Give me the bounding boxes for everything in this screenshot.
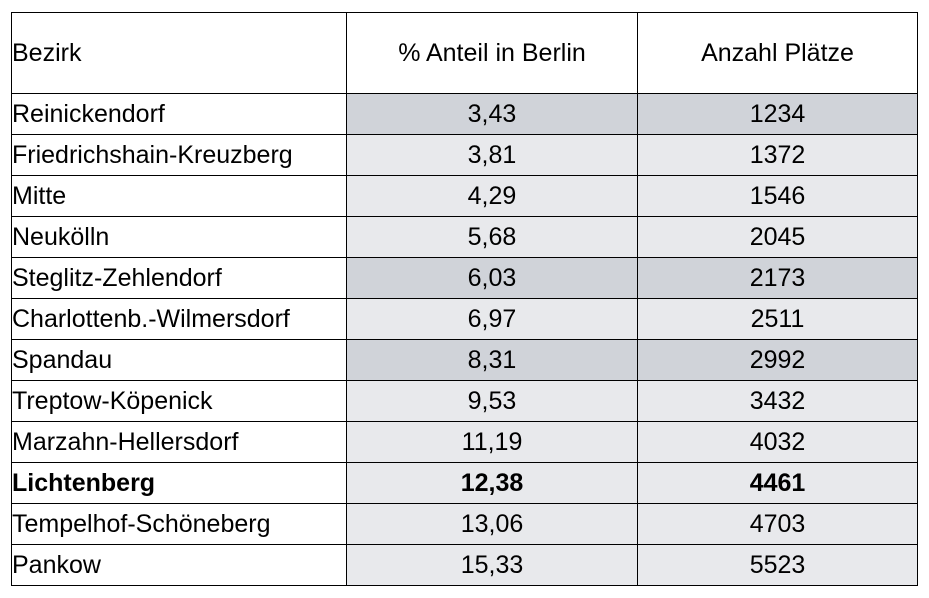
table-row: Charlottenb.-Wilmersdorf 6,97 2511 (11, 298, 918, 340)
cell-plaetze: 1546 (637, 175, 918, 217)
cell-bezirk: Marzahn-Hellersdorf (11, 421, 347, 463)
cell-bezirk: Steglitz-Zehlendorf (11, 257, 347, 299)
cell-bezirk: Mitte (11, 175, 347, 217)
cell-bezirk: Pankow (11, 544, 347, 586)
cell-plaetze: 5523 (637, 544, 918, 586)
table-row: Mitte 4,29 1546 (11, 175, 918, 217)
cell-anteil: 5,68 (346, 216, 638, 258)
cell-plaetze: 4032 (637, 421, 918, 463)
cell-bezirk: Friedrichshain-Kreuzberg (11, 134, 347, 176)
table-row: Steglitz-Zehlendorf 6,03 2173 (11, 257, 918, 299)
cell-anteil: 4,29 (346, 175, 638, 217)
table-row: Pankow 15,33 5523 (11, 544, 918, 586)
cell-anteil: 6,03 (346, 257, 638, 299)
cell-plaetze: 2511 (637, 298, 918, 340)
cell-anteil: 9,53 (346, 380, 638, 422)
table-row: Spandau 8,31 2992 (11, 339, 918, 381)
cell-anteil: 3,43 (346, 93, 638, 135)
cell-bezirk: Lichtenberg (11, 462, 347, 504)
cell-bezirk: Reinickendorf (11, 93, 347, 135)
header-anteil: % Anteil in Berlin (346, 12, 638, 94)
cell-plaetze: 2173 (637, 257, 918, 299)
table-row: Friedrichshain-Kreuzberg 3,81 1372 (11, 134, 918, 176)
cell-plaetze: 4461 (637, 462, 918, 504)
cell-anteil: 6,97 (346, 298, 638, 340)
cell-plaetze: 4703 (637, 503, 918, 545)
table-row: Marzahn-Hellersdorf 11,19 4032 (11, 421, 918, 463)
table-row: Treptow-Köpenick 9,53 3432 (11, 380, 918, 422)
table-header-row: Bezirk % Anteil in Berlin Anzahl Plätze (11, 12, 918, 94)
cell-anteil: 13,06 (346, 503, 638, 545)
cell-plaetze: 2992 (637, 339, 918, 381)
cell-bezirk: Tempelhof-Schöneberg (11, 503, 347, 545)
cell-plaetze: 1372 (637, 134, 918, 176)
cell-anteil: 15,33 (346, 544, 638, 586)
cell-bezirk: Charlottenb.-Wilmersdorf (11, 298, 347, 340)
table-row: Reinickendorf 3,43 1234 (11, 93, 918, 135)
cell-bezirk: Neukölln (11, 216, 347, 258)
cell-anteil: 11,19 (346, 421, 638, 463)
header-plaetze: Anzahl Plätze (637, 12, 918, 94)
header-bezirk: Bezirk (11, 12, 347, 94)
cell-plaetze: 2045 (637, 216, 918, 258)
cell-plaetze: 1234 (637, 93, 918, 135)
cell-anteil: 8,31 (346, 339, 638, 381)
cell-anteil: 3,81 (346, 134, 638, 176)
cell-bezirk: Treptow-Köpenick (11, 380, 347, 422)
district-table: Bezirk % Anteil in Berlin Anzahl Plätze … (11, 12, 918, 586)
table-row-highlighted: Lichtenberg 12,38 4461 (11, 462, 918, 504)
cell-bezirk: Spandau (11, 339, 347, 381)
table-row: Tempelhof-Schöneberg 13,06 4703 (11, 503, 918, 545)
cell-anteil: 12,38 (346, 462, 638, 504)
table-row: Neukölln 5,68 2045 (11, 216, 918, 258)
cell-plaetze: 3432 (637, 380, 918, 422)
